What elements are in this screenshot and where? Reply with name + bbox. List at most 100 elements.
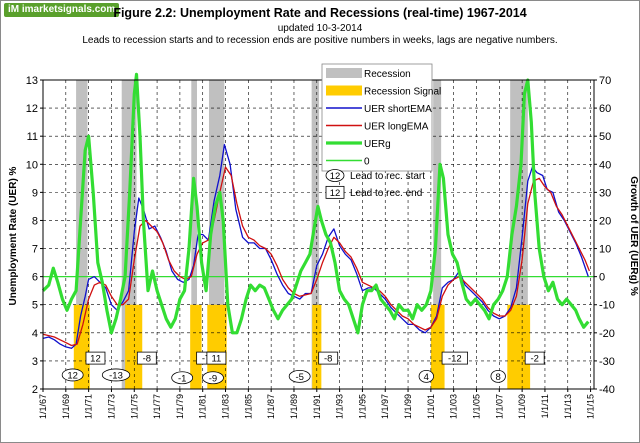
chart-title: Figure 2.2: Unemployment Rate and Recess…	[113, 6, 527, 20]
signal-band-5	[430, 304, 445, 389]
y-tick-label-left-10: 12	[26, 103, 38, 115]
x-tick-label-19: 1/1/05	[471, 394, 481, 419]
y-tick-label-right-2: -20	[599, 328, 615, 340]
annotation-box-3	[136, 351, 157, 365]
signal-band-0	[73, 304, 90, 389]
annotation-label-3: -8	[143, 354, 151, 365]
legend-label-2: UER shortEMA	[364, 104, 432, 115]
annotation-oval-0	[61, 368, 84, 382]
x-tick-label-8: 1/1/83	[221, 394, 231, 419]
y-tick-label-right-4: 0	[599, 272, 605, 284]
annotation-label-2: -13	[109, 370, 123, 381]
recession-band-0	[76, 80, 88, 389]
annotation-label-4: -1	[178, 373, 186, 384]
y-tick-label-left-1: 3	[32, 356, 38, 368]
legend-label-7: Lead to rec. end	[350, 188, 422, 199]
legend: Recession Recession Signal UER shortEMA UER…	[321, 63, 441, 199]
x-tick-label-6: 1/1/79	[175, 394, 185, 419]
annotation-label-7: -9	[209, 373, 217, 384]
y-tick-label-right-1: -30	[599, 356, 615, 368]
y-tick-label-right-6: 20	[599, 215, 611, 227]
y-tick-label-right-11: 70	[599, 75, 611, 87]
legend-sample-oval	[325, 169, 345, 182]
legend-label-4: UERg	[364, 139, 391, 150]
legend-sample-box	[325, 185, 345, 199]
legend-swatch-1	[326, 85, 362, 96]
y-tick-label-left-11: 13	[26, 75, 38, 87]
x-tick-label-13: 1/1/93	[335, 394, 345, 419]
x-tick-label-9: 1/1/85	[243, 394, 253, 419]
y-tick-label-right-0: -40	[599, 384, 615, 396]
recession-bands	[73, 80, 531, 389]
x-tick-label-3: 1/1/73	[106, 394, 116, 419]
x-tick-label-16: 1/1/99	[403, 394, 413, 419]
y-tick-label-left-2: 4	[32, 328, 38, 340]
annotation-label-12: 8	[496, 372, 501, 383]
legend-label-6: Lead to rec. start	[350, 171, 425, 182]
y-tick-label-left-0: 2	[32, 384, 38, 396]
signal-band-3	[207, 304, 227, 389]
annotation-label-0: 12	[67, 370, 78, 381]
x-tick-label-11: 1/1/89	[289, 394, 299, 419]
x-tick-label-17: 1/1/01	[426, 394, 436, 419]
y-tick-label-right-3: -10	[599, 300, 615, 312]
site-logo: iM imarketsignals.com	[4, 3, 120, 17]
y-tick-label-left-4: 6	[32, 272, 38, 284]
x-tick-label-5: 1/1/77	[152, 394, 162, 419]
x-tick-label-23: 1/1/13	[563, 394, 573, 419]
annotation-oval-4	[171, 371, 194, 385]
signal-band-6	[507, 304, 531, 389]
annotation-oval-8	[288, 369, 311, 383]
x-tick-label-15: 1/1/97	[380, 394, 390, 419]
annotation-box-9	[318, 351, 339, 365]
legend-sample-text-6: 12	[330, 171, 341, 182]
x-tick-label-24: 1/1/15	[586, 394, 596, 419]
legend-sample-text-7: 12	[330, 188, 341, 199]
chart-updated: updated 10-3-2014	[277, 23, 363, 34]
annotation-label-11: -12	[448, 354, 462, 365]
y-tick-label-right-7: 30	[599, 187, 611, 199]
y-tick-label-right-10: 60	[599, 103, 611, 115]
legend-box	[321, 63, 433, 172]
annotation-oval-2	[101, 368, 131, 382]
x-tick-label-10: 1/1/87	[266, 394, 276, 419]
annotation-box-6	[206, 351, 227, 365]
signal-band-1	[125, 304, 143, 389]
y-tick-label-right-9: 50	[599, 131, 611, 143]
y-axis-label-right: Growth of UER (UERg) %	[628, 176, 639, 296]
y-axis-label-left: Unemployment Rate (UER) %	[8, 166, 19, 305]
recession-band-4	[311, 80, 320, 389]
legend-label-3: UER longEMA	[364, 122, 429, 133]
x-tick-label-22: 1/1/11	[540, 394, 550, 418]
y-tick-label-left-7: 9	[32, 187, 38, 199]
annotation-oval-10	[418, 369, 434, 383]
series-lines	[41, 72, 594, 349]
annotation-label-1: 12	[90, 354, 101, 365]
annotation-label-10: 4	[424, 372, 429, 383]
x-tick-label-2: 1/1/71	[84, 394, 94, 419]
y-tick-label-right-5: 10	[599, 244, 611, 256]
legend-label-1: Recession Signal	[364, 87, 441, 98]
annotation-label-9: -8	[324, 354, 332, 365]
annotation-box-11	[441, 351, 468, 365]
x-tick-label-14: 1/1/95	[357, 394, 367, 419]
y-tick-label-left-8: 10	[26, 159, 38, 171]
x-tick-label-12: 1/1/91	[312, 394, 322, 419]
annotation-label-13: -2	[530, 354, 538, 365]
axes: 2345678910111213-40-30-20-10010203040506…	[26, 75, 615, 419]
y-tick-label-left-9: 11	[27, 131, 38, 143]
x-tick-label-0: 1/1/67	[38, 394, 48, 419]
chart-subtitle: Leads to recession starts and to recessi…	[82, 35, 558, 46]
y-tick-label-left-3: 5	[32, 300, 38, 312]
x-tick-label-18: 1/1/03	[449, 394, 459, 419]
plot-border	[42, 79, 595, 390]
signal-band-2	[190, 304, 202, 389]
annotation-label-8: -5	[295, 372, 303, 383]
y-tick-label-left-6: 8	[32, 215, 38, 227]
annotation-oval-12	[490, 369, 506, 383]
annotations: 12 12 -13 -8 -1 -7 11 -9 -5 -8 4 -12 8 -2	[61, 351, 545, 385]
annotation-label-5: -7	[202, 354, 210, 365]
annotation-box-1	[85, 351, 106, 365]
annotation-oval-7	[202, 371, 224, 385]
